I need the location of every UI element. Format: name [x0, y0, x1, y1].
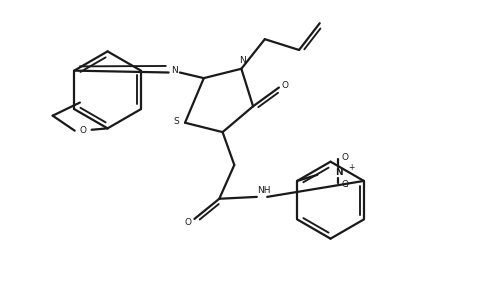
Text: O: O	[282, 81, 289, 90]
Text: NH: NH	[257, 186, 270, 195]
Text: -: -	[344, 182, 348, 191]
Text: N: N	[171, 66, 178, 75]
Text: O: O	[185, 218, 191, 227]
Text: O: O	[342, 180, 348, 189]
Text: N: N	[335, 168, 342, 177]
Text: S: S	[174, 117, 179, 126]
Text: N: N	[239, 56, 246, 65]
Text: +: +	[348, 163, 355, 172]
Text: O: O	[80, 126, 87, 135]
Text: O: O	[342, 153, 348, 162]
